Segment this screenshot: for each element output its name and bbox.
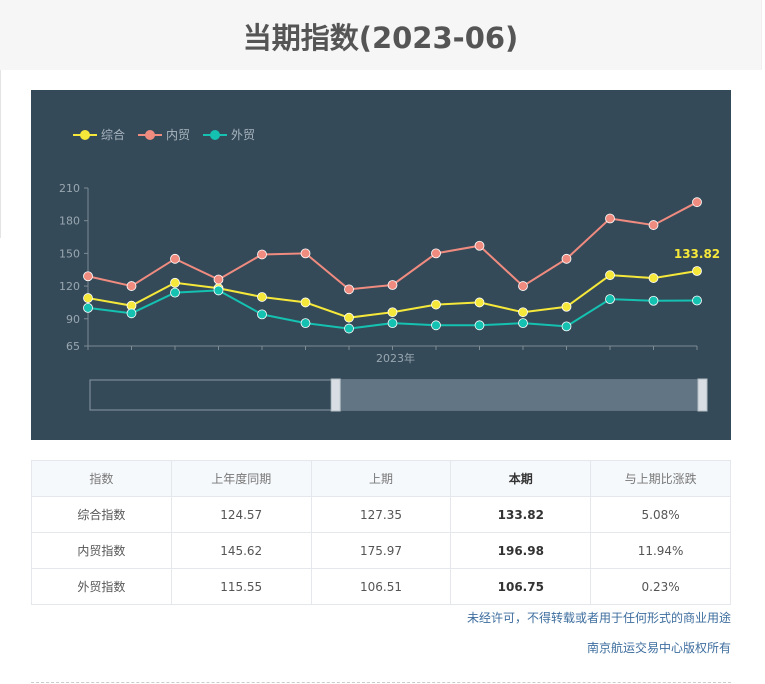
data-point: [257, 309, 267, 320]
table-cell: 内贸指数: [31, 532, 172, 569]
data-point: [257, 292, 267, 302]
table-cell: 0.23%: [590, 568, 731, 605]
table-header-cell: 上期: [310, 460, 452, 497]
page-header: [0, 0, 762, 70]
data-point: [387, 307, 398, 318]
table-cell: 127.35: [310, 496, 452, 533]
end-value-label: 133.82: [674, 247, 720, 261]
data-point: [83, 302, 93, 313]
data-point: [648, 295, 659, 306]
side-divider: [0, 70, 1, 238]
table-cell: 145.62: [170, 532, 312, 569]
legend-marker: [80, 130, 90, 140]
data-point: [431, 248, 441, 259]
data-point: [170, 253, 180, 264]
table-cell: 133.82: [450, 496, 592, 533]
data-point: [648, 220, 659, 230]
x-tick-label: 2023年: [376, 351, 415, 365]
data-point: [518, 318, 528, 329]
index-table: 指数 上年度同期 上期 本期 与上期比涨跌 综合指数 124.57 127.35…: [31, 460, 731, 605]
data-point: [431, 320, 441, 331]
table-cell: 175.97: [310, 532, 452, 569]
data-point: [83, 293, 93, 303]
data-point: [605, 294, 615, 305]
data-point: [692, 295, 702, 306]
data-point: [170, 277, 180, 288]
table-cell: 124.57: [170, 496, 312, 533]
y-tick-label: 90: [66, 313, 80, 326]
data-point: [83, 271, 93, 282]
data-point: [126, 308, 137, 319]
data-point: [561, 321, 572, 332]
zoom-slider-selection: [335, 380, 703, 410]
table-header-cell: 与上期比涨跌: [590, 460, 731, 497]
data-point: [213, 285, 224, 296]
data-point: [257, 249, 267, 260]
table-cell: 外贸指数: [31, 568, 172, 605]
bottom-divider: [31, 682, 731, 683]
data-point: [126, 281, 137, 291]
data-point: [344, 323, 354, 334]
table-cell: 综合指数: [31, 496, 172, 533]
table-cell: 106.75: [450, 568, 592, 605]
data-point: [518, 281, 528, 291]
data-point: [431, 299, 441, 310]
legend-label: 内贸: [166, 128, 190, 142]
data-point: [692, 266, 702, 276]
data-point: [344, 284, 354, 295]
data-point: [387, 280, 398, 290]
data-point: [213, 274, 224, 285]
legend-label: 综合: [101, 127, 125, 142]
data-point: [474, 320, 485, 331]
data-point: [300, 318, 311, 329]
data-point: [648, 273, 659, 283]
data-point: [605, 213, 615, 224]
y-tick-label: 150: [59, 247, 80, 260]
data-point: [605, 270, 615, 281]
table-cell: 106.51: [310, 568, 452, 605]
zoom-slider-end-handle[interactable]: [697, 378, 708, 412]
data-point: [300, 297, 311, 308]
y-tick-label: 120: [59, 280, 80, 293]
data-point: [387, 318, 398, 329]
data-point: [518, 307, 528, 318]
chart-canvas: 65 90 120 150 180 210 2023年 综合 内贸 外贸 133.82: [59, 127, 720, 412]
table-cell: 196.98: [450, 532, 592, 569]
table-header-row: 指数 上年度同期 上期 本期 与上期比涨跌: [31, 460, 731, 497]
data-point: [344, 312, 354, 323]
usage-notice: 未经许可，不得转载或者用于任何形式的商业用途: [466, 611, 731, 625]
index-line-chart: 65 90 120 150 180 210 2023年 综合 内贸 外贸 133.82: [31, 90, 731, 440]
table-header-cell: 本期: [450, 460, 592, 497]
table-row: 内贸指数 145.62 175.97 196.98 11.94%: [31, 532, 731, 569]
zoom-slider-start-handle[interactable]: [330, 378, 341, 412]
table-header-cell: 上年度同期: [170, 460, 312, 497]
table-cell: 115.55: [170, 568, 312, 605]
data-point: [561, 253, 572, 264]
table-row: 综合指数 124.57 127.35 133.82 5.08%: [31, 496, 731, 533]
data-point: [170, 287, 180, 298]
table-row: 外贸指数 115.55 106.51 106.75 0.23%: [31, 568, 731, 605]
table-cell: 5.08%: [590, 496, 731, 533]
y-tick-label: 65: [66, 340, 80, 353]
data-point: [561, 301, 572, 312]
data-point: [692, 197, 702, 208]
legend-marker: [210, 130, 220, 140]
data-point: [474, 297, 485, 308]
copyright-text: 南京航运交易中心版权所有: [586, 641, 731, 655]
data-point: [474, 240, 485, 251]
table-cell: 11.94%: [590, 532, 731, 569]
legend-marker: [145, 130, 155, 140]
y-tick-label: 210: [59, 182, 80, 195]
page-title: 当期指数(2023-06): [242, 21, 519, 55]
table-header-cell: 指数: [31, 460, 172, 497]
data-point: [300, 248, 311, 259]
legend-label: 外贸: [231, 128, 255, 142]
y-tick-label: 180: [59, 215, 80, 228]
